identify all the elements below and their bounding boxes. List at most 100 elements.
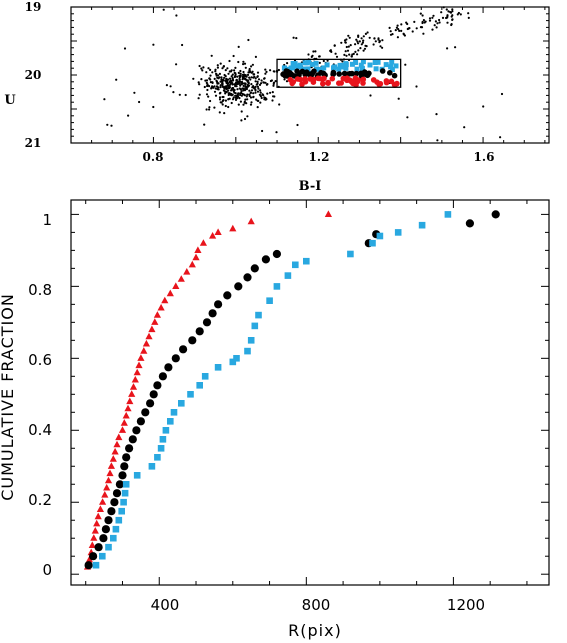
cdf-xtick-label: 800 bbox=[302, 596, 331, 614]
cmd-star bbox=[218, 92, 221, 95]
cdf-point-black bbox=[115, 480, 124, 489]
cmd-selected-star-blue bbox=[367, 62, 373, 68]
cmd-selected-star-blue bbox=[290, 65, 296, 71]
cmd-star bbox=[217, 74, 220, 77]
cmd-star bbox=[278, 103, 281, 106]
cmd-selected-star-blue bbox=[317, 66, 323, 72]
cmd-star bbox=[249, 78, 252, 81]
cmd-star bbox=[422, 32, 425, 35]
cmd-star bbox=[202, 66, 205, 69]
cmd-points bbox=[103, 6, 504, 142]
cdf-point-black bbox=[120, 462, 129, 471]
cmd-star bbox=[271, 99, 274, 102]
cmd-star bbox=[238, 82, 241, 85]
cdf-point-blue bbox=[99, 552, 106, 560]
cmd-star bbox=[252, 92, 255, 95]
cmd-star bbox=[210, 87, 213, 90]
cdf-point-black bbox=[89, 552, 98, 561]
cdf-point-blue bbox=[233, 355, 240, 362]
cmd-star bbox=[356, 40, 359, 43]
cdf-ytick-label: 0 bbox=[42, 561, 52, 579]
cmd-star bbox=[223, 112, 226, 115]
cmd-star bbox=[240, 119, 243, 122]
cdf-point-red bbox=[94, 512, 102, 520]
cmd-star bbox=[237, 103, 240, 106]
cmd-star bbox=[262, 81, 266, 84]
cmd-star bbox=[285, 80, 289, 83]
cmd-selected-star-blue bbox=[383, 62, 389, 68]
cmd-star bbox=[242, 70, 245, 74]
cdf-point-red bbox=[103, 483, 111, 491]
cmd-selected-star-red bbox=[336, 80, 342, 86]
cmd-star bbox=[428, 19, 432, 22]
cdf-point-red bbox=[188, 260, 196, 268]
cmd-star bbox=[360, 37, 363, 40]
cmd-star bbox=[242, 84, 245, 87]
cmd-star bbox=[348, 36, 351, 39]
cdf-point-black bbox=[214, 300, 223, 309]
cdf-point-red bbox=[142, 339, 150, 347]
cmd-star bbox=[318, 55, 321, 58]
cmd-star bbox=[239, 88, 242, 91]
cmd-star bbox=[234, 96, 237, 99]
cmd-star bbox=[242, 60, 245, 63]
cmd-star bbox=[233, 69, 236, 72]
cmd-star bbox=[286, 62, 289, 65]
cdf-point-red bbox=[177, 275, 185, 282]
cmd-star bbox=[419, 12, 422, 15]
cdf-point-black bbox=[146, 399, 155, 408]
cmd-star bbox=[265, 70, 268, 73]
cmd-star bbox=[260, 96, 263, 100]
cdf-point-red bbox=[109, 455, 117, 462]
cmd-star bbox=[358, 40, 361, 43]
cmd-selected-star-blue bbox=[309, 61, 315, 67]
cmd-star bbox=[346, 49, 350, 52]
cmd-star bbox=[266, 92, 269, 95]
cmd-star bbox=[103, 98, 106, 101]
cmd-star bbox=[201, 69, 204, 72]
cmd-star bbox=[344, 50, 347, 53]
cmd-selected-star-red bbox=[299, 81, 305, 88]
cmd-star bbox=[258, 93, 261, 96]
cmd-star bbox=[262, 94, 265, 97]
cmd-star bbox=[138, 100, 141, 104]
cmd-star bbox=[450, 23, 453, 27]
cmd-selected-star-black bbox=[353, 70, 360, 77]
cmd-star bbox=[463, 126, 466, 129]
selection-box bbox=[276, 58, 402, 88]
cdf-point-blue bbox=[229, 358, 237, 366]
cmd-star bbox=[360, 43, 363, 46]
cmd-selected-star-blue bbox=[358, 62, 364, 68]
cmd-star bbox=[434, 20, 437, 23]
cmd-xtick-label: 1.6 bbox=[474, 150, 495, 164]
cmd-star bbox=[210, 54, 213, 57]
cmd-star bbox=[397, 28, 400, 31]
cmd-selected-star-red bbox=[294, 76, 301, 82]
cdf-point-black bbox=[208, 309, 217, 318]
cmd-star bbox=[232, 96, 235, 99]
cmd-selected-star-blue bbox=[324, 62, 330, 68]
cmd-star bbox=[454, 46, 457, 49]
cmd-star bbox=[208, 108, 211, 111]
cmd-star bbox=[441, 16, 445, 19]
cdf-point-blue bbox=[121, 489, 129, 497]
cmd-star bbox=[234, 94, 237, 97]
cmd-star bbox=[446, 15, 449, 18]
cmd-star bbox=[246, 79, 250, 82]
cmd-star bbox=[446, 47, 449, 50]
cmd-star bbox=[234, 66, 237, 69]
cdf-point-black bbox=[195, 327, 204, 336]
cdf-point-blue bbox=[347, 250, 354, 258]
cmd-star bbox=[449, 11, 452, 14]
cmd-selected-star-black bbox=[391, 72, 398, 79]
cmd-star bbox=[162, 8, 165, 11]
cmd-star bbox=[242, 93, 245, 96]
cmd-selected-star-red bbox=[350, 80, 356, 87]
cmd-star bbox=[175, 14, 178, 17]
cmd-star bbox=[405, 21, 408, 24]
cmd-star bbox=[243, 117, 247, 121]
cdf-point-red bbox=[135, 361, 143, 369]
cmd-star bbox=[222, 89, 225, 92]
cmd-selected-star-blue bbox=[354, 66, 360, 72]
